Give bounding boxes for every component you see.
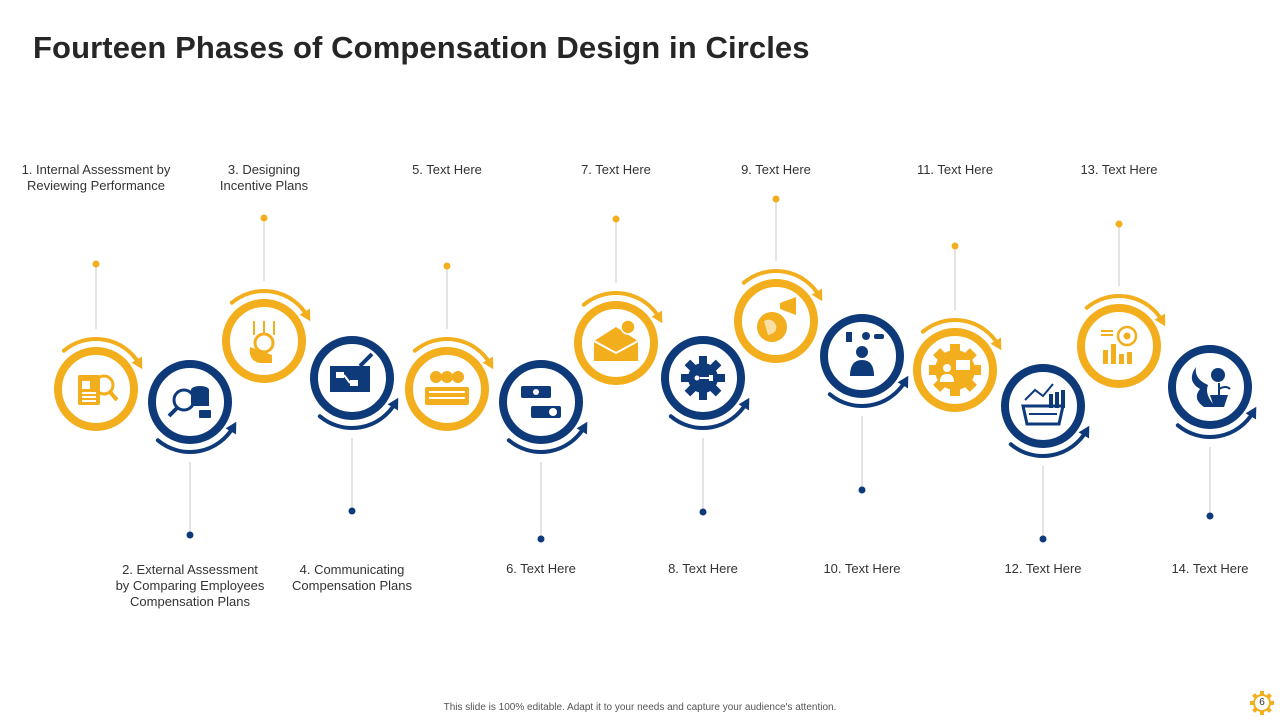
phase-label-13: 13. Text Here <box>1080 162 1158 177</box>
phase-label-12: 12. Text Here <box>1004 561 1082 576</box>
phase-label-8: 8. Text Here <box>668 561 738 576</box>
curved-arrow <box>1008 429 1089 458</box>
target-chart-icon <box>1101 325 1138 364</box>
phase-label-6: 6. Text Here <box>506 561 576 576</box>
database-search-icon <box>167 386 211 418</box>
connector-dot <box>1206 512 1214 520</box>
phase-6 <box>499 360 588 543</box>
connector-dot <box>186 531 194 539</box>
connector-dot <box>772 195 780 203</box>
phase-label-7: 7. Text Here <box>581 162 651 177</box>
money-stack-icon <box>425 371 469 405</box>
envelope-money-icon <box>593 319 639 361</box>
phase-circle <box>222 299 306 383</box>
phase-10 <box>820 314 909 494</box>
plant-money-icon <box>1191 367 1231 407</box>
arrowhead-icon <box>897 375 909 389</box>
arrowhead-icon <box>1078 425 1090 439</box>
curved-arrow <box>1084 294 1165 323</box>
arrowhead-icon <box>387 397 399 411</box>
connector-dot <box>1115 220 1123 228</box>
curved-arrow <box>229 289 310 318</box>
phase-4 <box>310 336 399 515</box>
arrowhead-icon <box>811 288 823 302</box>
hand-coin-growth-icon <box>249 321 275 363</box>
phase-1 <box>54 260 143 431</box>
phase-11 <box>913 242 1002 412</box>
arrowhead-icon <box>1154 313 1166 327</box>
page-number-badge: 6 <box>1249 690 1275 716</box>
phase-label-3: 3. Designing Incentive Plans <box>219 162 309 193</box>
curved-arrow <box>920 318 1001 347</box>
phase-circle <box>1077 304 1161 388</box>
phase-circle <box>148 360 232 444</box>
basket-chart-icon <box>1021 383 1065 426</box>
phase-12 <box>1001 364 1090 543</box>
page-number: 6 <box>1259 697 1265 708</box>
connector-dot <box>260 214 268 222</box>
arrowhead-icon <box>482 356 494 370</box>
gear-icon <box>681 356 725 400</box>
phase-3 <box>222 214 311 383</box>
phase-7 <box>574 215 663 385</box>
connector-dot <box>348 507 356 515</box>
globe-megaphone-icon <box>757 297 796 342</box>
connector-dot <box>612 215 620 223</box>
arrowhead-icon <box>131 356 143 370</box>
phase-label-11: 11. Text Here <box>916 162 994 177</box>
phase-label-14: 14. Text Here <box>1171 561 1249 576</box>
phase-circle <box>499 360 583 444</box>
arrowhead-icon <box>225 421 237 435</box>
phase-label-9: 9. Text Here <box>741 162 811 177</box>
phase-9 <box>734 195 823 363</box>
arrowhead-icon <box>1245 406 1257 420</box>
arrowhead-icon <box>651 310 663 324</box>
curved-arrow <box>741 269 822 298</box>
phase-2 <box>148 360 237 539</box>
connector-dot <box>951 242 959 250</box>
curved-arrow <box>1175 410 1256 439</box>
phase-label-5: 5. Text Here <box>412 162 482 177</box>
phase-label-4: 4. Communicating Compensation Plans <box>292 562 412 593</box>
arrowhead-icon <box>990 337 1002 351</box>
person-ideas-icon <box>846 332 884 376</box>
phase-8 <box>661 336 750 516</box>
arrowhead-icon <box>576 421 588 435</box>
phase-circle <box>1168 345 1252 429</box>
connector-dot <box>537 535 545 543</box>
connector-dot <box>1039 535 1047 543</box>
connector-dot <box>92 260 100 268</box>
page-title: Fourteen Phases of Compensation Design i… <box>33 30 810 65</box>
arrowhead-icon <box>299 308 311 322</box>
curved-arrow <box>317 401 398 430</box>
payment-hands-icon <box>521 386 561 418</box>
phase-14 <box>1168 345 1257 520</box>
connector-dot <box>699 508 707 516</box>
curved-arrow <box>827 379 908 408</box>
curved-arrow <box>155 425 236 454</box>
phase-13 <box>1077 220 1166 388</box>
curved-arrow <box>581 291 662 320</box>
curved-arrow <box>506 425 587 454</box>
curved-arrow <box>61 337 142 366</box>
gear-presentation-icon <box>929 344 981 396</box>
arrowhead-icon <box>738 397 750 411</box>
curved-arrow <box>668 401 749 430</box>
gear-icon <box>1250 691 1274 715</box>
phase-label-1: 1. Internal Assessment by Reviewing Perf… <box>21 162 171 193</box>
curved-arrow <box>412 337 493 366</box>
connector-dot <box>858 486 866 494</box>
phase-label-10: 10. Text Here <box>823 561 901 576</box>
phase-5 <box>405 262 494 431</box>
connector-dot <box>443 262 451 270</box>
footer-note: This slide is 100% editable. Adapt it to… <box>443 702 837 713</box>
report-search-icon <box>78 374 119 405</box>
flowchart-pencil-icon <box>330 352 374 392</box>
phase-label-2: 2. External Assessment by Comparing Empl… <box>115 562 265 609</box>
